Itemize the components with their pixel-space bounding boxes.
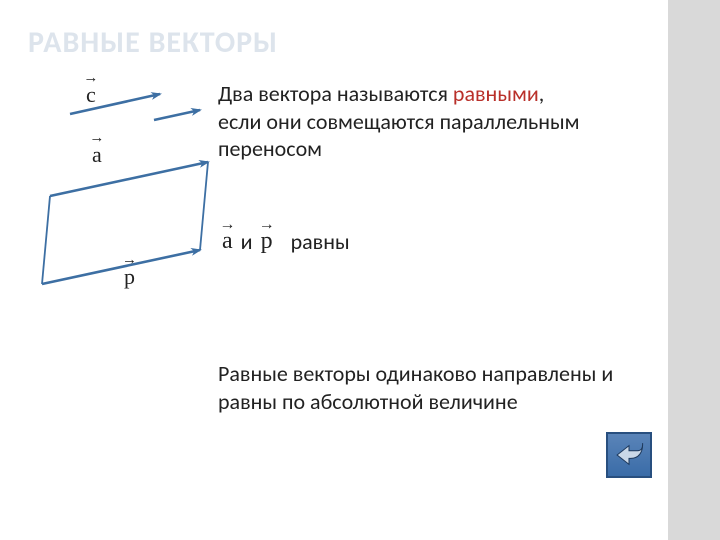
vector-a-symbol: a xyxy=(218,228,237,255)
definition-pre: Два вектора называются xyxy=(218,80,453,107)
vectors-diagram: c a p xyxy=(28,78,213,298)
equality-word: равны xyxy=(291,228,350,255)
vector-a-label: a xyxy=(92,142,102,168)
equality-statement: a и p равны xyxy=(218,228,350,255)
vector-p-symbol: p xyxy=(257,228,277,255)
definition-paragraph: Два вектора называются равными, если они… xyxy=(218,80,588,163)
vector-c-label: c xyxy=(86,82,96,108)
vector-p-label: p xyxy=(124,264,135,290)
equality-and: и xyxy=(241,228,253,255)
definition-highlight: равными xyxy=(453,80,539,107)
return-arrow-icon xyxy=(612,440,646,470)
back-button[interactable] xyxy=(606,432,652,478)
side-stripe xyxy=(668,0,720,540)
property-paragraph: Равные векторы одинаково направлены и ра… xyxy=(218,360,618,415)
slide-title: РАВНЫЕ ВЕКТОРЫ xyxy=(28,24,278,61)
